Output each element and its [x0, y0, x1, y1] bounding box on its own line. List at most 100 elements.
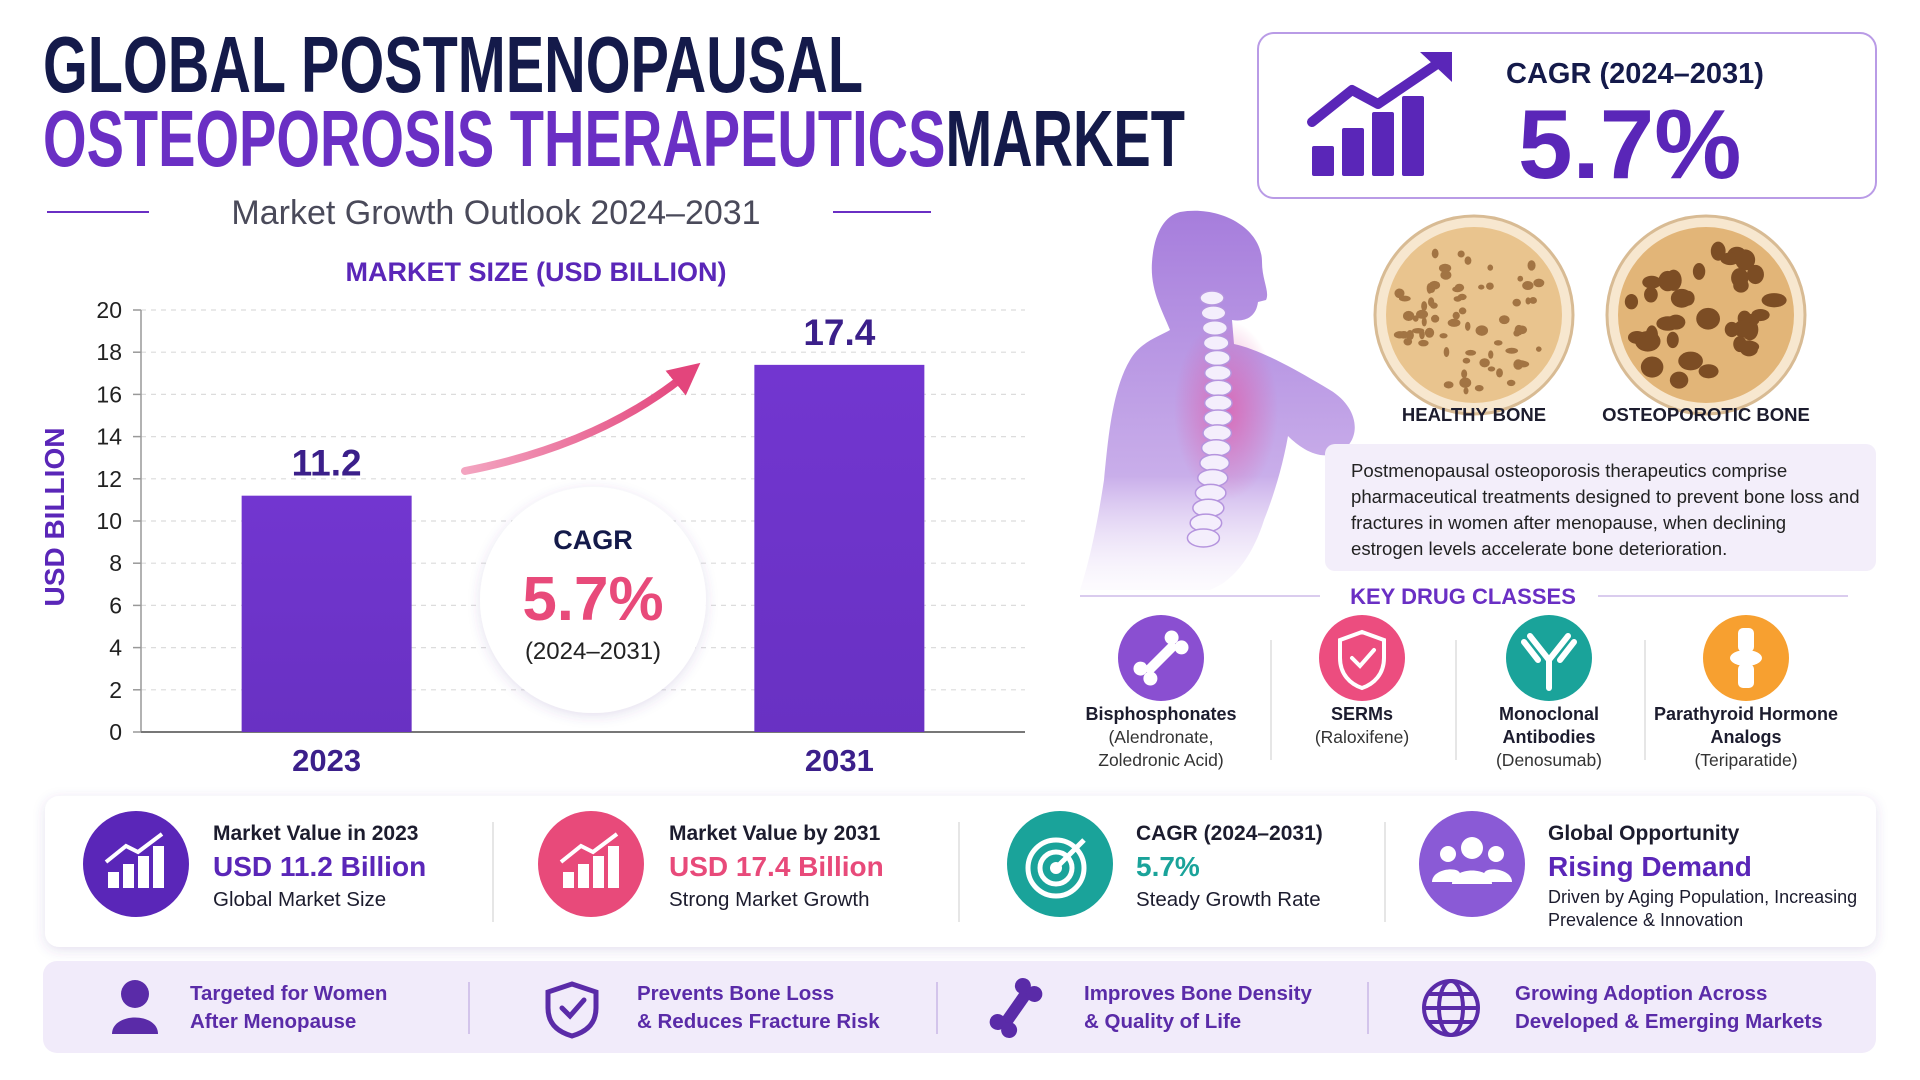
- bone-pore: [1746, 264, 1764, 285]
- bone-pore: [1416, 309, 1429, 319]
- bone-pore: [1736, 340, 1760, 354]
- growth-icon: [1307, 52, 1452, 176]
- bone-pore: [1438, 263, 1452, 273]
- benefit-line: Targeted for Women: [190, 982, 388, 1005]
- decoration: [1338, 629, 1386, 691]
- decoration: [1419, 811, 1525, 917]
- bone-pore: [1439, 333, 1448, 339]
- y-tick-label: 0: [109, 719, 122, 745]
- decoration: [1312, 146, 1334, 176]
- y-tick-label: 10: [96, 508, 122, 534]
- bone-pore: [1656, 316, 1680, 331]
- decoration: [1319, 615, 1405, 701]
- growth-arrow: [461, 362, 701, 475]
- bone-pore: [1533, 278, 1545, 288]
- bone-pore: [1431, 248, 1439, 259]
- bone-pore: [1678, 351, 1703, 371]
- decoration: [1461, 837, 1483, 859]
- decoration: [1393, 248, 1545, 395]
- silhouette: [1080, 210, 1355, 590]
- decoration: [1143, 640, 1179, 676]
- stat: Market Value by 2031 USD 17.4 Billion Stro…: [669, 820, 884, 914]
- benefit-line: After Menopause: [190, 1010, 357, 1033]
- y-tick-label: 16: [96, 381, 122, 407]
- benefit-line: Prevents Bone Loss: [637, 982, 835, 1005]
- bone-pore: [1402, 310, 1415, 322]
- decoration: [563, 846, 619, 888]
- y-tick-label: 2: [109, 677, 122, 703]
- benefit-line: Improves Bone Density: [1084, 982, 1312, 1005]
- drug-name: Bisphosphonates: [1085, 704, 1237, 724]
- decoration: [153, 846, 164, 888]
- bone-pore: [1443, 346, 1450, 358]
- decoration: [1730, 650, 1762, 666]
- stat-label: Market Value in 2023: [213, 822, 419, 845]
- vertebra: [1202, 334, 1230, 352]
- decoration: [1422, 979, 1480, 1037]
- y-tick-label: 8: [109, 550, 122, 576]
- drug-class: Monoclonal Antibodies (Denosumab): [1454, 703, 1644, 772]
- title-line: GLOBAL POSTMENOPAUSAL: [43, 20, 863, 109]
- decoration: [1386, 227, 1562, 403]
- stat-label: Market Value by 2031: [669, 822, 881, 845]
- decoration: [123, 864, 134, 888]
- decoration: [83, 811, 189, 917]
- bone-pore: [1393, 331, 1406, 339]
- decoration: [1488, 846, 1504, 862]
- annotation-period: (2024–2031): [525, 638, 661, 665]
- vertebra: [1203, 349, 1231, 367]
- bone-pore: [1535, 346, 1542, 352]
- benefit-line: Growing Adoption Across: [1515, 982, 1768, 1005]
- bone-pore: [1488, 350, 1494, 359]
- title-line: OSTEOPOROSIS THERAPEUTICSMARKET: [43, 94, 1185, 183]
- bone-pore: [1525, 297, 1531, 305]
- bone-pore: [1512, 298, 1521, 307]
- bone-pore: [1658, 270, 1677, 292]
- vertebra: [1203, 364, 1232, 382]
- decoration: [1402, 96, 1424, 176]
- decoration: [1054, 838, 1086, 870]
- bone-pore: [1506, 379, 1516, 387]
- drug-class: Parathyroid Hormone Analogs (Teriparatide…: [1651, 703, 1841, 772]
- benefit-line: & Reduces Fracture Risk: [637, 1010, 880, 1033]
- decoration: [1432, 869, 1460, 882]
- decoration: [1001, 1022, 1018, 1039]
- benefit-line: Developed & Emerging Markets: [1515, 1010, 1823, 1033]
- bone-pore: [1642, 275, 1662, 289]
- y-tick-label: 4: [109, 635, 122, 661]
- value-label: 17.4: [803, 312, 875, 353]
- drug-class: Bisphosphonates (Alendronate, Zoledronic …: [1066, 703, 1256, 772]
- bone-pore: [1474, 384, 1484, 392]
- cagr-box-value: 5.7%: [1518, 89, 1741, 199]
- bar-shade: [754, 364, 925, 732]
- vertebra: [1186, 528, 1221, 548]
- decoration: [1452, 870, 1492, 884]
- decoration: [1624, 241, 1787, 389]
- vertebra: [1204, 379, 1233, 397]
- bone-label: OSTEOPOROTIC BONE: [1602, 404, 1810, 425]
- decoration: [1420, 52, 1452, 82]
- bone-pore: [1418, 339, 1429, 347]
- benefit-icons: [112, 977, 1480, 1039]
- bone-pore: [1440, 270, 1452, 280]
- bone-pore: [1624, 293, 1639, 310]
- decoration: [1342, 128, 1364, 176]
- decoration: [608, 846, 619, 888]
- bone-pore: [1498, 315, 1510, 325]
- cagr-box-label: CAGR (2024–2031): [1506, 58, 1764, 90]
- decoration: [559, 832, 619, 864]
- vertebra: [1200, 305, 1227, 321]
- drug-icons: [1118, 615, 1789, 760]
- decoration: [1133, 661, 1148, 676]
- bone-pore: [1517, 275, 1524, 282]
- annotation-value: 5.7%: [522, 565, 663, 634]
- bone-pore: [1505, 347, 1519, 354]
- bar-chart: MARKET SIZE (USD BILLION) USD BILLION 0 2 4 6…: [39, 257, 1025, 778]
- bone-pore: [1696, 307, 1721, 330]
- decoration: [1174, 640, 1189, 655]
- bone-pore: [1692, 262, 1706, 280]
- decoration: [1143, 671, 1158, 686]
- stat-note: Driven by Aging Population, Increasing P…: [1548, 887, 1858, 930]
- osteoporotic-bone: [1605, 214, 1807, 416]
- stats-card: [45, 796, 1876, 947]
